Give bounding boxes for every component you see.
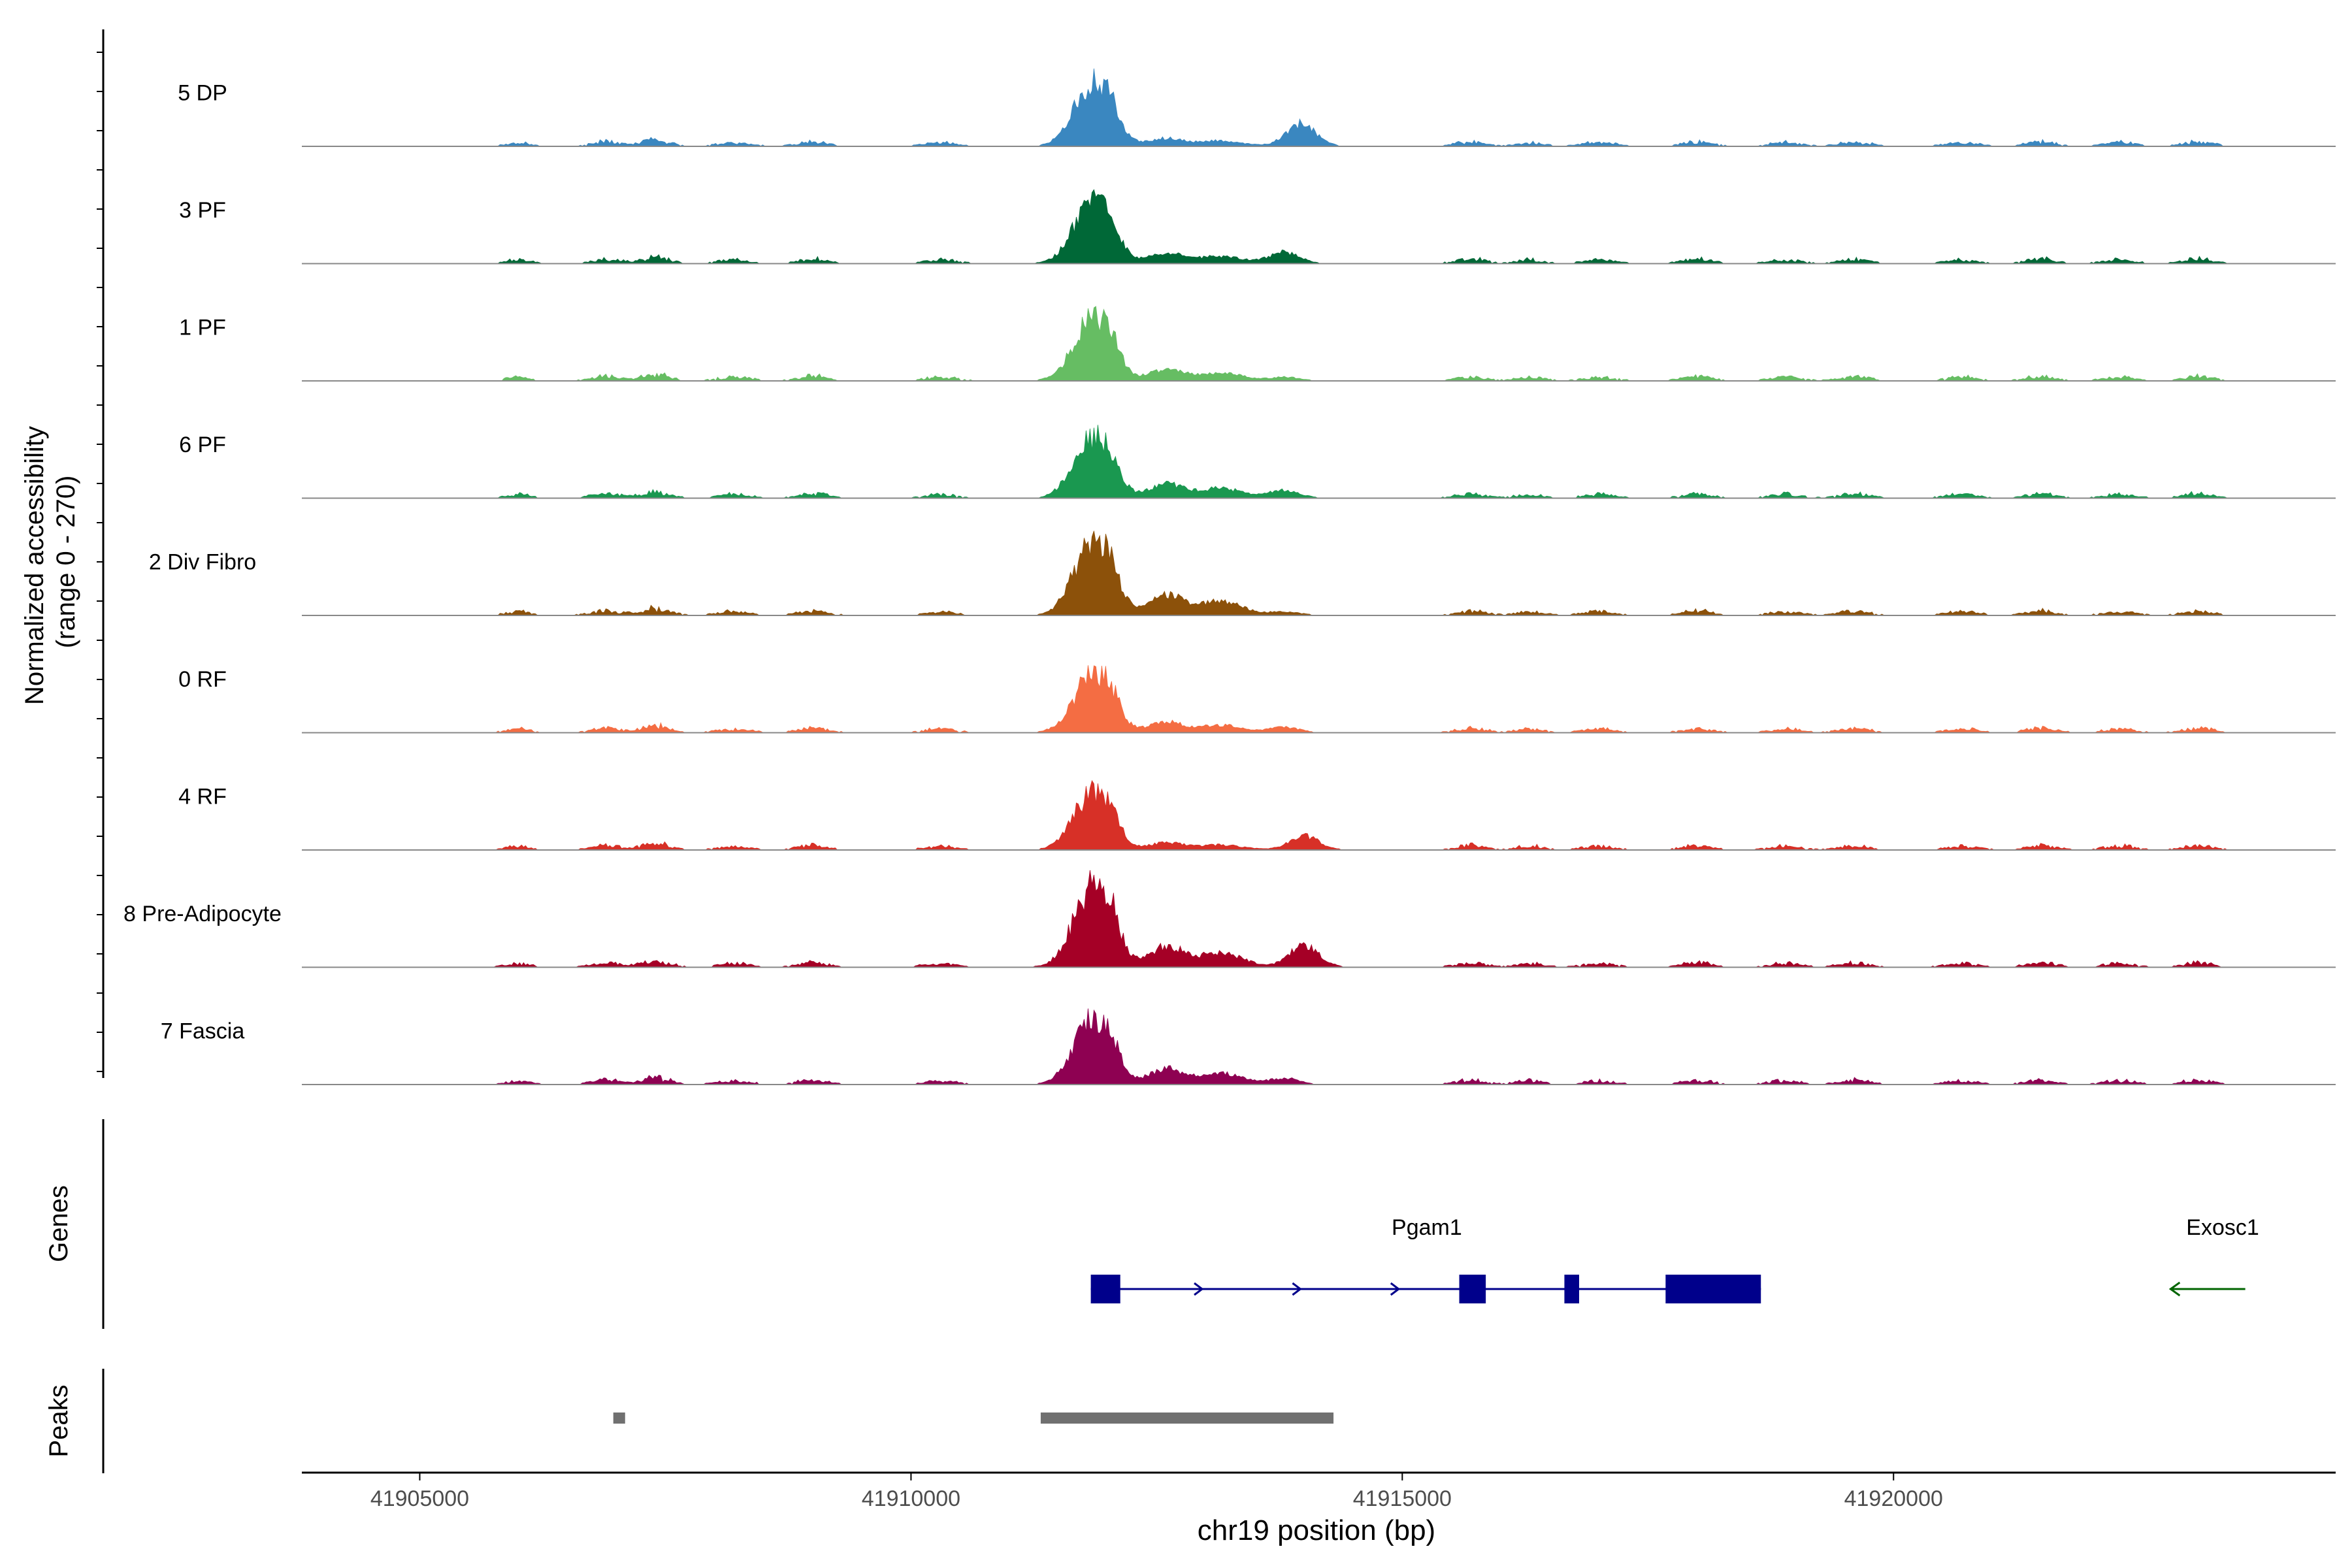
genes-track: Pgam1 Exosc1 bbox=[1090, 1215, 2259, 1303]
strand-arrow bbox=[1390, 1282, 1401, 1296]
coverage-track-label: 2 Div Fibro bbox=[149, 550, 256, 575]
coverage-track: 3 PF bbox=[179, 189, 2336, 265]
y-axis-title-line-2: (range 0 - 270) bbox=[52, 476, 80, 649]
coverage-track-label: 4 RF bbox=[178, 785, 227, 809]
coverage-track: 0 RF bbox=[178, 665, 2336, 734]
gene-exon bbox=[1090, 1275, 1120, 1303]
gene: Exosc1 bbox=[2168, 1215, 2259, 1297]
peaks-track-label: Peaks bbox=[44, 1384, 73, 1457]
coverage-track: 5 DP bbox=[178, 68, 2336, 147]
x-tick-label: 41905000 bbox=[370, 1486, 469, 1511]
coverage-area bbox=[400, 779, 2257, 851]
peaks-track bbox=[613, 1413, 1334, 1424]
coverage-track: 6 PF bbox=[179, 425, 2336, 499]
peak-region bbox=[613, 1413, 625, 1424]
coverage-track: 1 PF bbox=[179, 306, 2336, 382]
coverage-tracks: 5 DP 3 PF 1 PF 6 PF 2 Div Fibro 0 RF 4 RF 8 Pre… bbox=[123, 68, 2336, 1085]
accessibility-y-ticks bbox=[97, 52, 103, 1072]
y-axis-title: Normalized accessibility (range 0 - 270) bbox=[20, 419, 80, 705]
coverage-track: 8 Pre-Adipocyte bbox=[123, 870, 2336, 968]
gene-exon bbox=[1459, 1275, 1486, 1303]
gene: Pgam1 bbox=[1090, 1215, 1761, 1303]
coverage-track-label: 0 RF bbox=[178, 667, 227, 692]
strand-arrow bbox=[1194, 1282, 1204, 1296]
x-axis-ticks: 41905000 41910000 41915000 41920000 bbox=[370, 1473, 1943, 1511]
coverage-track-label: 5 DP bbox=[178, 81, 227, 106]
x-tick-label: 41915000 bbox=[1353, 1486, 1452, 1511]
coverage-track-label: 6 PF bbox=[179, 433, 226, 457]
coverage-track-label: 7 Fascia bbox=[161, 1019, 245, 1044]
coverage-track: 7 Fascia bbox=[161, 1008, 2336, 1085]
y-axis-title-line-1: Normalized accessibility bbox=[20, 426, 49, 705]
gene-name: Exosc1 bbox=[2186, 1215, 2259, 1240]
strand-arrow bbox=[2168, 1281, 2181, 1297]
gene-name: Pgam1 bbox=[1392, 1215, 1462, 1240]
coverage-track-label: 1 PF bbox=[179, 316, 226, 340]
gene-exon bbox=[1564, 1275, 1580, 1303]
coverage-track-label: 3 PF bbox=[179, 198, 226, 223]
coverage-track: 4 RF bbox=[178, 779, 2336, 851]
peak-region bbox=[1040, 1413, 1334, 1424]
x-tick-label: 41910000 bbox=[862, 1486, 960, 1511]
genes-track-label: Genes bbox=[44, 1185, 73, 1262]
strand-arrow bbox=[1292, 1282, 1302, 1296]
gene-exon bbox=[1665, 1275, 1761, 1303]
coverage-track-label: 8 Pre-Adipocyte bbox=[123, 902, 282, 926]
x-tick-label: 41920000 bbox=[1844, 1486, 1943, 1511]
coverage-track: 2 Div Fibro bbox=[149, 531, 2336, 616]
x-axis-title: chr19 position (bp) bbox=[1198, 1514, 1435, 1546]
